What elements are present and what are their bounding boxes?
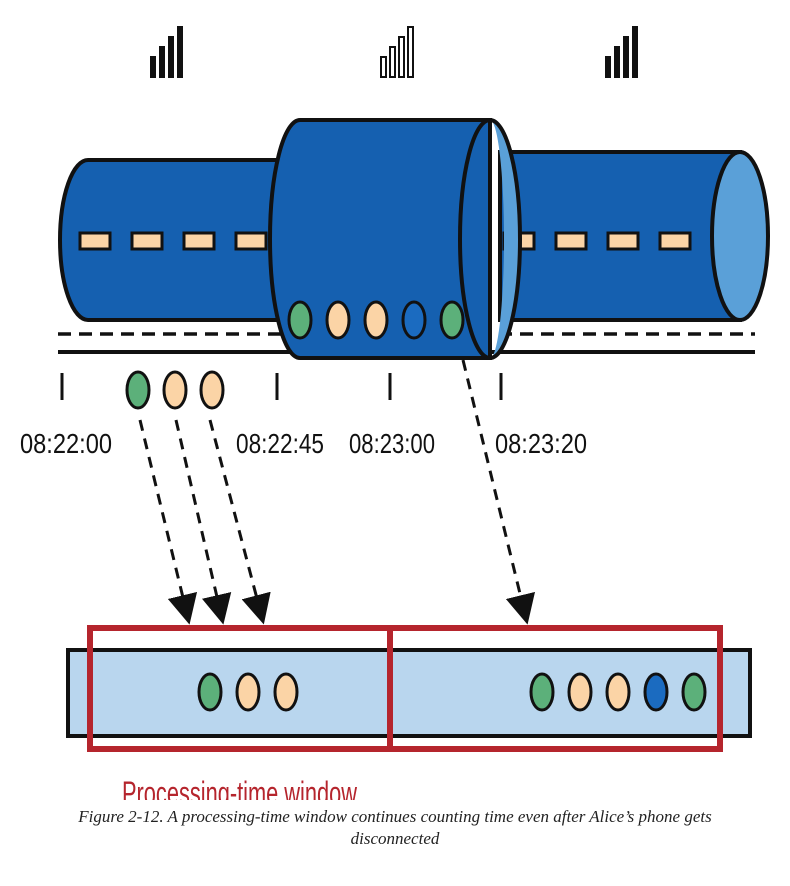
tick-label: 08:23:20	[495, 428, 587, 459]
pipe-segment	[78, 231, 112, 251]
event-peach	[567, 672, 593, 712]
flow-arrow	[138, 419, 198, 625]
buffered-events	[287, 300, 465, 340]
event-peach	[325, 300, 351, 340]
event-peach	[235, 672, 261, 712]
event-peach	[363, 300, 389, 340]
event-green	[125, 370, 151, 410]
signal-full-icon	[150, 26, 183, 78]
tick-label: 08:23:00	[349, 428, 435, 459]
left-pipe	[58, 158, 332, 322]
processing-window-2	[387, 625, 723, 752]
right-pipe	[498, 150, 770, 322]
event-green	[287, 300, 313, 340]
delivered-events	[125, 370, 225, 410]
flow-arrow	[174, 419, 232, 625]
window-1-events	[197, 672, 299, 712]
window-strip	[66, 648, 752, 738]
caption-line-1: Figure 2-12. A processing-time window co…	[78, 807, 712, 826]
pipe-segment	[182, 231, 216, 251]
processing-time-diagram: 08:22:00 08:22:45 08:23:00 08:23:20 Proc…	[20, 26, 770, 800]
event-peach	[605, 672, 631, 712]
buffer-cylinder	[268, 118, 522, 360]
tick-label: 08:22:00	[20, 428, 112, 459]
event-green	[197, 672, 223, 712]
flow-arrow	[208, 419, 271, 625]
event-peach	[199, 370, 225, 410]
figure-caption: Figure 2-12. A processing-time window co…	[0, 806, 790, 850]
window-label: Processing-time window	[122, 775, 358, 800]
event-green	[681, 672, 707, 712]
pipe-segment	[606, 231, 640, 251]
event-blue	[401, 300, 427, 340]
event-green	[529, 672, 555, 712]
pipe-segment	[234, 231, 268, 251]
caption-line-2: disconnected	[350, 829, 440, 848]
event-green	[439, 300, 465, 340]
window-2-events	[529, 672, 707, 712]
event-blue	[643, 672, 669, 712]
event-peach	[273, 672, 299, 712]
flow-arrow	[461, 359, 536, 625]
signal-full-icon	[605, 26, 638, 78]
pipe-segment	[658, 231, 692, 251]
tick-label: 08:22:45	[236, 428, 324, 459]
pipe-segment	[130, 231, 164, 251]
signal-empty-icon	[380, 26, 414, 78]
pipe-segment	[554, 231, 588, 251]
event-peach	[162, 370, 188, 410]
